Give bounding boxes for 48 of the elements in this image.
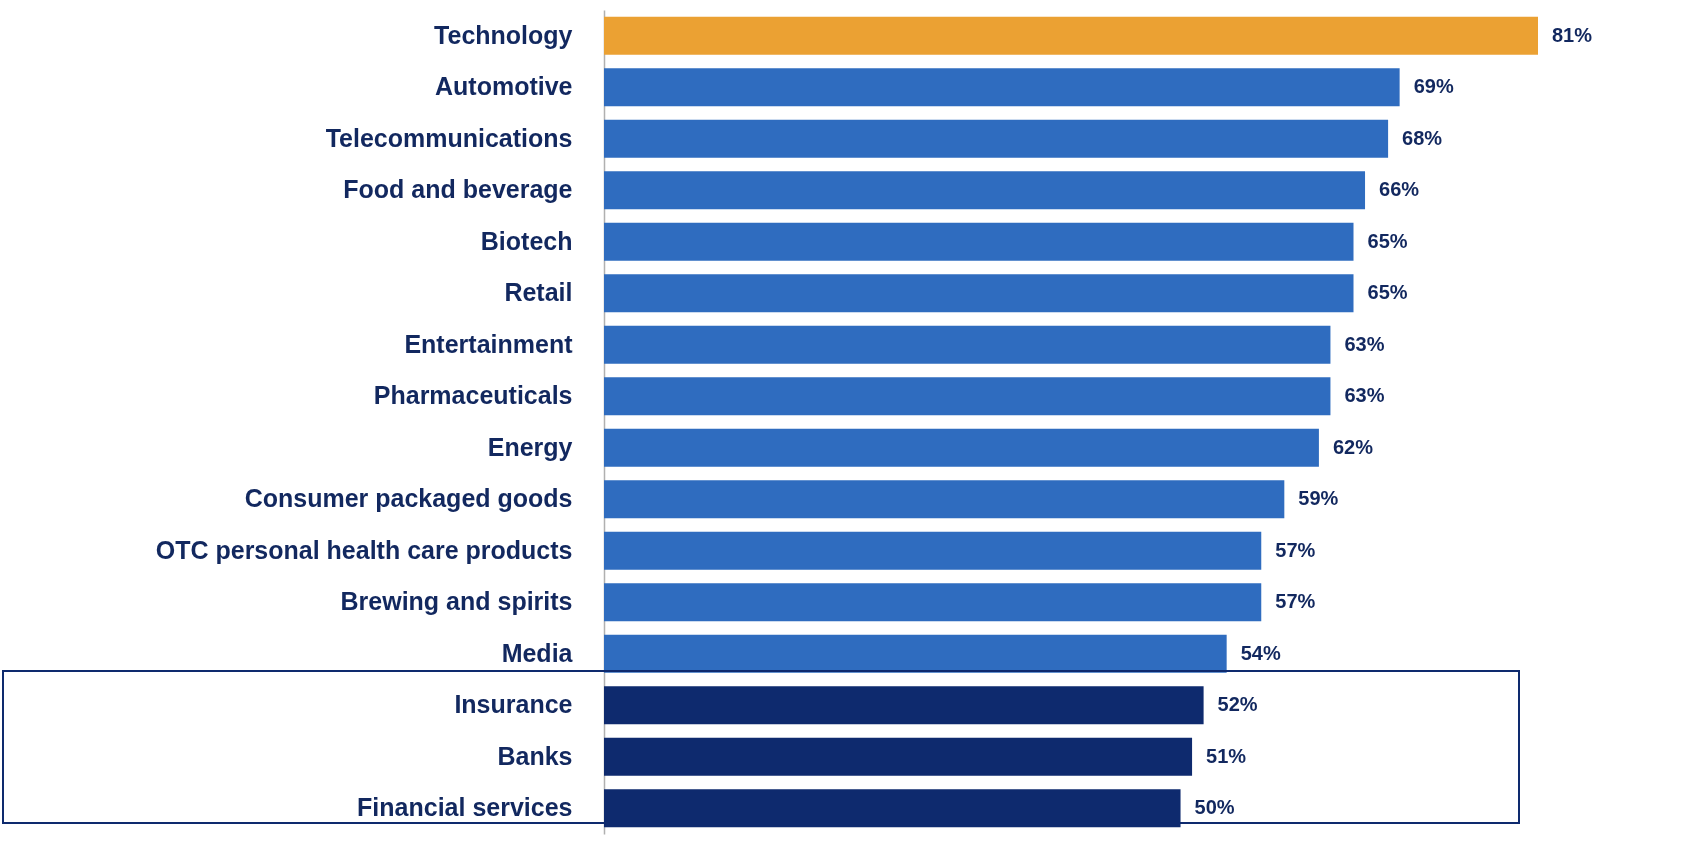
- bar: [604, 583, 1262, 622]
- data-label: 65%: [1367, 281, 1408, 304]
- bar: [604, 531, 1262, 570]
- y-tick-label: Financial services: [357, 793, 573, 822]
- y-tick-label: Consumer packaged goods: [244, 484, 573, 513]
- y-tick-label: OTC personal health care products: [155, 535, 573, 564]
- y-tick-label: Telecommunications: [325, 123, 573, 152]
- bar: [604, 325, 1331, 364]
- y-tick-label: Banks: [497, 741, 573, 770]
- bar: [604, 480, 1285, 519]
- data-label: 52%: [1217, 693, 1258, 716]
- bar: [604, 119, 1389, 158]
- data-label: 65%: [1367, 229, 1408, 252]
- data-label: 54%: [1240, 641, 1281, 664]
- y-tick-label: Energy: [487, 432, 573, 461]
- y-tick-label: Automotive: [435, 72, 573, 101]
- bar: [604, 222, 1354, 261]
- bar: [604, 428, 1319, 467]
- data-label: 62%: [1332, 435, 1374, 458]
- data-label: 57%: [1275, 538, 1316, 561]
- data-label: 63%: [1344, 384, 1385, 407]
- bar: [604, 68, 1400, 107]
- bar: [604, 274, 1354, 313]
- data-label: 68%: [1402, 126, 1443, 149]
- data-label: 50%: [1194, 796, 1235, 819]
- y-tick-label: Insurance: [454, 690, 573, 719]
- data-label: 57%: [1275, 590, 1316, 613]
- y-tick-label: Entertainment: [404, 329, 574, 358]
- bar: [604, 377, 1331, 416]
- y-tick-label: Media: [501, 638, 574, 667]
- data-label: 69%: [1413, 75, 1454, 98]
- y-tick-label: Biotech: [480, 226, 573, 255]
- y-tick-label: Technology: [434, 20, 573, 49]
- y-tick-label: Retail: [504, 278, 573, 307]
- y-tick-label: Pharmaceuticals: [373, 381, 573, 410]
- y-tick-label: Brewing and spirits: [340, 587, 573, 616]
- data-label: 66%: [1379, 178, 1420, 201]
- bar: [604, 171, 1366, 210]
- bar: [604, 686, 1204, 725]
- bar: [604, 737, 1193, 776]
- data-label: 81%: [1552, 23, 1593, 46]
- y-tick-label: Food and beverage: [343, 175, 573, 204]
- data-label: 59%: [1298, 487, 1339, 510]
- bar: [604, 789, 1181, 828]
- bar: [604, 16, 1538, 55]
- data-label: 51%: [1206, 744, 1247, 767]
- data-label: 63%: [1344, 332, 1385, 355]
- bar: [604, 634, 1227, 673]
